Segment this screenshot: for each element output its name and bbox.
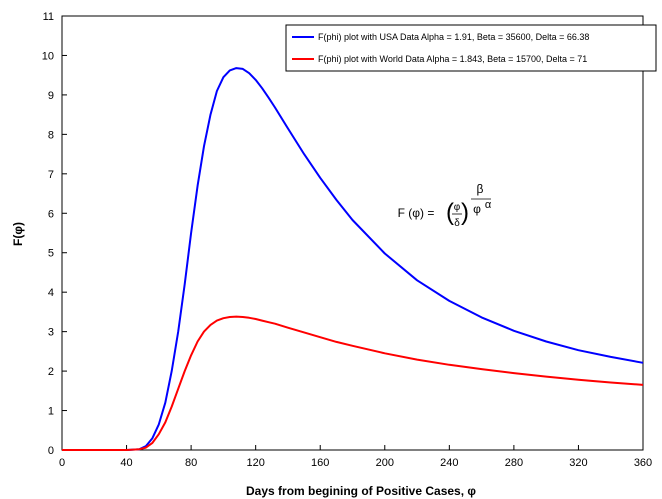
equation-alpha: α: [485, 199, 492, 211]
legend: F(phi) plot with USA Data Alpha = 1.91, …: [285, 24, 657, 72]
y-tick-label: 2: [48, 366, 54, 378]
x-tick-label: 320: [569, 457, 587, 469]
equation-right-paren: ): [461, 199, 469, 226]
x-tick-label: 280: [505, 457, 523, 469]
y-tick-label: 8: [48, 129, 54, 141]
x-tick-label: 40: [120, 457, 132, 469]
equation-base: φ: [473, 202, 481, 216]
x-tick-label: 120: [246, 457, 264, 469]
equation-denominator: δ: [454, 218, 460, 229]
x-tick-label: 160: [311, 457, 329, 469]
y-tick-label: 6: [48, 208, 54, 220]
x-axis-title: Days from begining of Positive Cases, φ: [246, 484, 476, 498]
y-tick-label: 0: [48, 445, 54, 457]
x-tick-label: 240: [440, 457, 458, 469]
y-tick-label: 4: [48, 287, 54, 299]
x-tick-label: 80: [185, 457, 197, 469]
legend-label-usa: F(phi) plot with USA Data Alpha = 1.91, …: [318, 32, 589, 42]
plot-area: [61, 15, 644, 451]
y-tick-label: 5: [48, 248, 54, 260]
plot-border: [61, 15, 644, 451]
y-tick-label: 1: [48, 406, 54, 418]
equation-lhs: F (φ) =: [398, 206, 435, 220]
y-tick-label: 7: [48, 169, 54, 181]
y-tick-label: 11: [43, 11, 54, 23]
x-tick-label: 0: [59, 457, 65, 469]
equation-beta: β: [477, 182, 484, 196]
x-tick-label: 200: [376, 457, 394, 469]
equation-numerator: φ: [454, 202, 461, 213]
y-tick-label: 10: [42, 50, 54, 62]
series-line-usa: [62, 67, 644, 451]
axis-ticks: 0 40 80 120 160 200 240 280 320 360 0 1 2 3 4 5 6 7 8 9 10 11: [42, 11, 652, 469]
equation-annotation: F (φ) = ( φ δ ) β φ α: [398, 182, 492, 229]
y-axis-title: F(φ): [11, 222, 25, 246]
legend-label-world: F(phi) plot with World Data Alpha = 1.84…: [318, 54, 587, 64]
x-tick-label: 360: [634, 457, 652, 469]
series-line-world: [62, 315, 644, 451]
equation-left-paren: (: [446, 199, 454, 226]
y-tick-label: 9: [48, 90, 54, 102]
legend-box: [285, 24, 657, 72]
series-lines: [62, 67, 644, 451]
y-tick-label: 3: [48, 327, 54, 339]
